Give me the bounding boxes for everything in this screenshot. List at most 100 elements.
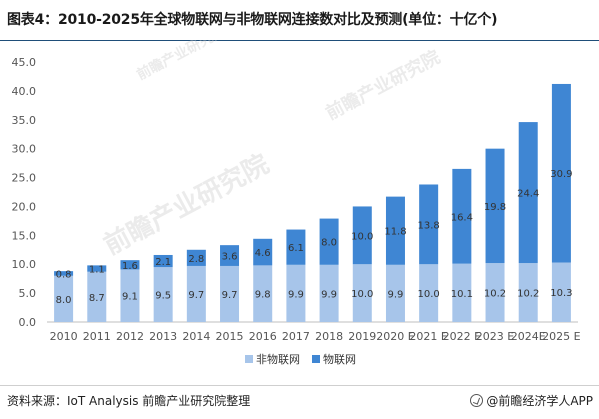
data-label-non-iot: 9.5 bbox=[155, 291, 171, 302]
data-label-non-iot: 9.9 bbox=[388, 289, 404, 300]
data-label-iot: 10.0 bbox=[351, 231, 373, 242]
bar-non-iot bbox=[485, 263, 505, 322]
data-label-iot: 19.8 bbox=[484, 202, 506, 213]
bar-iot bbox=[319, 218, 339, 265]
bar-non-iot bbox=[253, 265, 273, 322]
x-tick-label: 2017 bbox=[282, 330, 310, 343]
y-tick-label: 20.0 bbox=[12, 200, 37, 213]
bar-non-iot bbox=[452, 263, 472, 322]
bar-iot bbox=[186, 249, 206, 266]
x-tick-label: 2015 bbox=[216, 330, 244, 343]
bar-iot bbox=[286, 229, 306, 265]
bar-non-iot bbox=[385, 264, 405, 322]
bar-iot bbox=[419, 184, 439, 265]
bar-non-iot bbox=[54, 275, 74, 322]
data-label-non-iot: 9.8 bbox=[255, 290, 271, 301]
data-label-iot: 8.0 bbox=[321, 238, 337, 249]
title-bar: 图表4：2010-2025年全球物联网与非物联网连接数对比及预测(单位：十亿个) bbox=[0, 0, 599, 41]
bar-iot bbox=[551, 83, 571, 263]
data-label-non-iot: 10.0 bbox=[351, 289, 373, 300]
bar-iot bbox=[253, 238, 273, 266]
data-label-iot: 4.6 bbox=[255, 248, 271, 259]
y-tick-label: 35.0 bbox=[12, 114, 37, 127]
bar-non-iot bbox=[419, 264, 439, 322]
source-note: 资料来源：IoT Analysis 前瞻产业研究院整理 bbox=[7, 394, 251, 408]
bar-iot bbox=[452, 168, 472, 264]
bar-non-iot bbox=[551, 262, 571, 322]
data-label-iot: 16.4 bbox=[451, 212, 473, 223]
legend-swatch-iot bbox=[312, 355, 320, 363]
x-tick-label: 2010 bbox=[50, 330, 78, 343]
y-tick-label: 5.0 bbox=[19, 287, 37, 300]
data-label-non-iot: 10.1 bbox=[451, 289, 473, 300]
bar-iot bbox=[220, 245, 240, 266]
bar-iot bbox=[485, 148, 505, 264]
bar-non-iot bbox=[286, 264, 306, 322]
bar-iot bbox=[120, 260, 140, 270]
x-tick-label: 2018 bbox=[315, 330, 343, 343]
brand-logo-icon bbox=[470, 394, 484, 407]
x-tick-label: 2023 E bbox=[476, 330, 514, 343]
x-tick-label: 2016 bbox=[249, 330, 277, 343]
x-tick-label: 2011 bbox=[83, 330, 111, 343]
data-label-non-iot: 9.9 bbox=[321, 289, 337, 300]
x-tick-label: 2014 bbox=[182, 330, 210, 343]
data-label-non-iot: 10.3 bbox=[550, 288, 572, 299]
data-label-iot: 2.8 bbox=[188, 254, 204, 265]
legend-label-non-iot: 非物联网 bbox=[256, 352, 300, 366]
x-tick-label: 2022 E bbox=[443, 330, 481, 343]
data-label-iot: 2.1 bbox=[155, 257, 171, 268]
watermark-text: 前瞻产业研究院 bbox=[322, 46, 444, 125]
data-label-iot: 30.9 bbox=[550, 169, 572, 180]
y-tick-label: 15.0 bbox=[12, 229, 37, 242]
bar-non-iot bbox=[120, 269, 140, 322]
data-label-non-iot: 9.9 bbox=[288, 289, 304, 300]
bar-non-iot bbox=[319, 264, 339, 322]
y-tick-label: 10.0 bbox=[12, 258, 37, 271]
data-label-non-iot: 9.1 bbox=[122, 292, 138, 303]
data-label-iot: 11.8 bbox=[384, 227, 406, 238]
bar-non-iot bbox=[352, 264, 372, 322]
y-tick-label: 25.0 bbox=[12, 172, 37, 185]
data-label-iot: 13.8 bbox=[418, 220, 440, 231]
bar-non-iot bbox=[87, 271, 107, 322]
x-tick-label: 2013 bbox=[149, 330, 177, 343]
brand-credit: @前瞻经济学人APP bbox=[470, 392, 593, 409]
brand-name: @前瞻经济学人APP bbox=[486, 394, 593, 408]
watermark-text: 前瞻产业研究院 bbox=[99, 148, 274, 261]
data-label-iot: 3.6 bbox=[222, 252, 238, 263]
data-label-non-iot: 8.7 bbox=[89, 293, 105, 304]
x-tick-label: 2012 bbox=[116, 330, 144, 343]
y-tick-label: 0.0 bbox=[19, 316, 37, 329]
data-label-iot: 0.8 bbox=[56, 269, 72, 280]
data-label-non-iot: 10.2 bbox=[517, 289, 539, 300]
data-label-non-iot: 10.2 bbox=[484, 289, 506, 300]
data-label-non-iot: 9.7 bbox=[188, 290, 204, 301]
x-tick-label: 2019 bbox=[348, 330, 376, 343]
bar-non-iot bbox=[220, 265, 240, 322]
bar-iot bbox=[518, 122, 538, 264]
data-label-iot: 6.1 bbox=[288, 243, 304, 254]
bar-iot bbox=[352, 206, 372, 265]
data-label-iot: 1.1 bbox=[89, 265, 105, 276]
legend-swatch-non-iot bbox=[245, 355, 253, 363]
y-tick-label: 40.0 bbox=[12, 85, 37, 98]
stacked-bar-chart: 前瞻产业研究院前瞻产业研究院前瞻产业研究院0.05.010.015.020.02… bbox=[12, 40, 581, 366]
x-tick-label: 2021 E bbox=[409, 330, 447, 343]
chart-title: 图表4：2010-2025年全球物联网与非物联网连接数对比及预测(单位：十亿个) bbox=[7, 12, 498, 28]
data-label-non-iot: 10.0 bbox=[418, 289, 440, 300]
data-label-iot: 24.4 bbox=[517, 189, 539, 200]
bar-iot bbox=[153, 254, 173, 268]
data-label-non-iot: 9.7 bbox=[222, 290, 238, 301]
bar-non-iot bbox=[186, 265, 206, 322]
bar-iot bbox=[87, 265, 107, 272]
legend-label-iot: 物联网 bbox=[323, 352, 356, 366]
bar-iot bbox=[385, 196, 405, 265]
data-label-iot: 1.6 bbox=[122, 261, 138, 272]
footer-divider bbox=[0, 385, 599, 386]
bar-non-iot bbox=[153, 267, 173, 322]
watermark-text: 前瞻产业研究院 bbox=[134, 40, 229, 84]
data-label-non-iot: 8.0 bbox=[56, 295, 72, 306]
x-tick-label: 2025 E bbox=[542, 330, 580, 343]
bar-non-iot bbox=[518, 263, 538, 322]
